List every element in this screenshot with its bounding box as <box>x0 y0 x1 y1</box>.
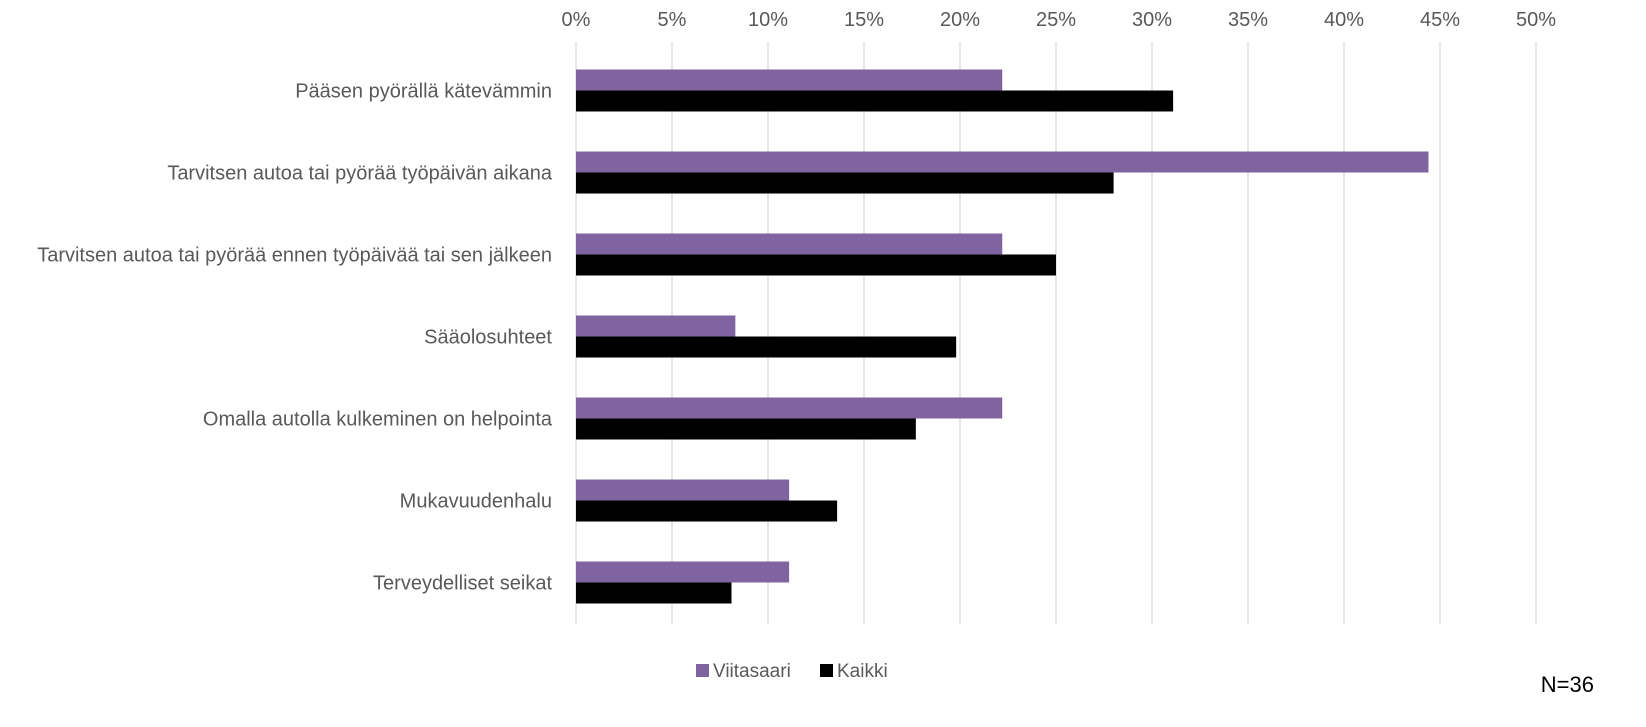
bar-kaikki <box>576 254 1056 276</box>
bar-kaikki <box>576 336 957 358</box>
bar-viitasaari <box>576 69 1003 91</box>
x-tick-label: 5% <box>658 9 687 31</box>
x-tick-label: 15% <box>844 9 884 31</box>
sample-size-note: N=36 <box>1540 672 1594 697</box>
legend-label: Viitasaari <box>713 661 791 682</box>
category-label: Omalla autolla kulkeminen on helpointa <box>203 409 553 431</box>
bar-viitasaari <box>576 561 790 583</box>
bar-kaikki <box>576 418 916 440</box>
legend: Viitasaari Kaikki <box>696 661 888 682</box>
x-tick-label: 25% <box>1036 9 1076 31</box>
bar-kaikki <box>576 582 732 604</box>
gridlines <box>575 42 1537 624</box>
category-label: Mukavuudenhalu <box>400 491 552 513</box>
bar-kaikki <box>576 90 1174 112</box>
bar-viitasaari <box>576 151 1429 173</box>
bar-viitasaari <box>576 315 736 337</box>
x-tick-label: 45% <box>1420 9 1460 31</box>
x-tick-label: 0% <box>562 9 591 31</box>
x-tick-label: 20% <box>940 9 980 31</box>
category-label: Tarvitsen autoa tai pyörää työpäivän aik… <box>167 163 553 185</box>
bar-kaikki <box>576 172 1114 194</box>
x-tick-label: 40% <box>1324 9 1364 31</box>
category-labels: Pääsen pyörällä kätevämmin Tarvitsen auto… <box>37 81 553 595</box>
category-label: Terveydelliset seikat <box>373 573 552 595</box>
x-tick-label: 35% <box>1228 9 1268 31</box>
legend-swatch <box>696 664 709 677</box>
category-label: Tarvitsen autoa tai pyörää ennen työpäiv… <box>37 245 552 267</box>
category-label: Sääolosuhteet <box>424 327 552 349</box>
bar-kaikki <box>576 500 838 522</box>
bars <box>576 69 1429 604</box>
bar-viitasaari <box>576 479 790 501</box>
category-label: Pääsen pyörällä kätevämmin <box>295 81 552 103</box>
x-axis-tick-labels: 0% 5% 10% 15% 20% 25% 30% 35% 40% 45% 50% <box>562 9 1557 31</box>
x-tick-label: 50% <box>1516 9 1556 31</box>
legend-swatch <box>820 664 833 677</box>
bar-viitasaari <box>576 233 1003 255</box>
bar-viitasaari <box>576 397 1003 419</box>
legend-label: Kaikki <box>837 661 888 682</box>
x-tick-label: 10% <box>748 9 788 31</box>
x-tick-label: 30% <box>1132 9 1172 31</box>
